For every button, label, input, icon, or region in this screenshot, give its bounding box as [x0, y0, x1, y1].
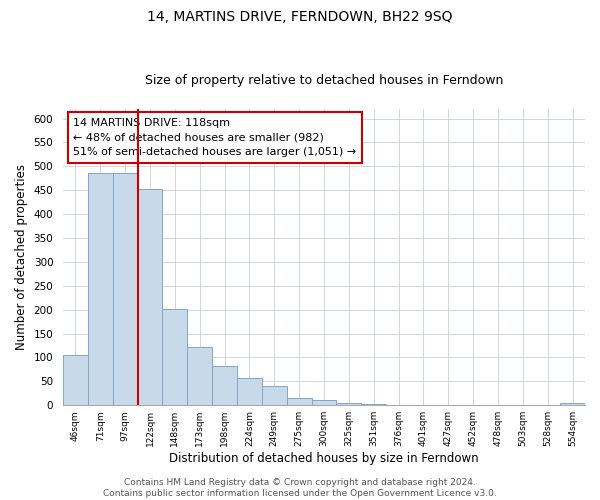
Bar	[237, 378, 262, 405]
Bar	[63, 355, 88, 405]
Bar	[311, 400, 337, 405]
Title: Size of property relative to detached houses in Ferndown: Size of property relative to detached ho…	[145, 74, 503, 87]
Bar	[337, 403, 361, 405]
Bar	[137, 190, 163, 405]
Bar	[212, 366, 237, 405]
Y-axis label: Number of detached properties: Number of detached properties	[15, 164, 28, 350]
Bar	[361, 404, 386, 405]
Text: 14 MARTINS DRIVE: 118sqm
← 48% of detached houses are smaller (982)
51% of semi-: 14 MARTINS DRIVE: 118sqm ← 48% of detach…	[73, 118, 356, 158]
X-axis label: Distribution of detached houses by size in Ferndown: Distribution of detached houses by size …	[169, 452, 479, 465]
Bar	[287, 398, 311, 405]
Bar	[163, 309, 187, 405]
Bar	[262, 386, 287, 405]
Bar	[187, 347, 212, 405]
Bar	[113, 172, 137, 405]
Bar	[88, 172, 113, 405]
Bar	[560, 403, 585, 405]
Text: Contains HM Land Registry data © Crown copyright and database right 2024.
Contai: Contains HM Land Registry data © Crown c…	[103, 478, 497, 498]
Text: 14, MARTINS DRIVE, FERNDOWN, BH22 9SQ: 14, MARTINS DRIVE, FERNDOWN, BH22 9SQ	[147, 10, 453, 24]
